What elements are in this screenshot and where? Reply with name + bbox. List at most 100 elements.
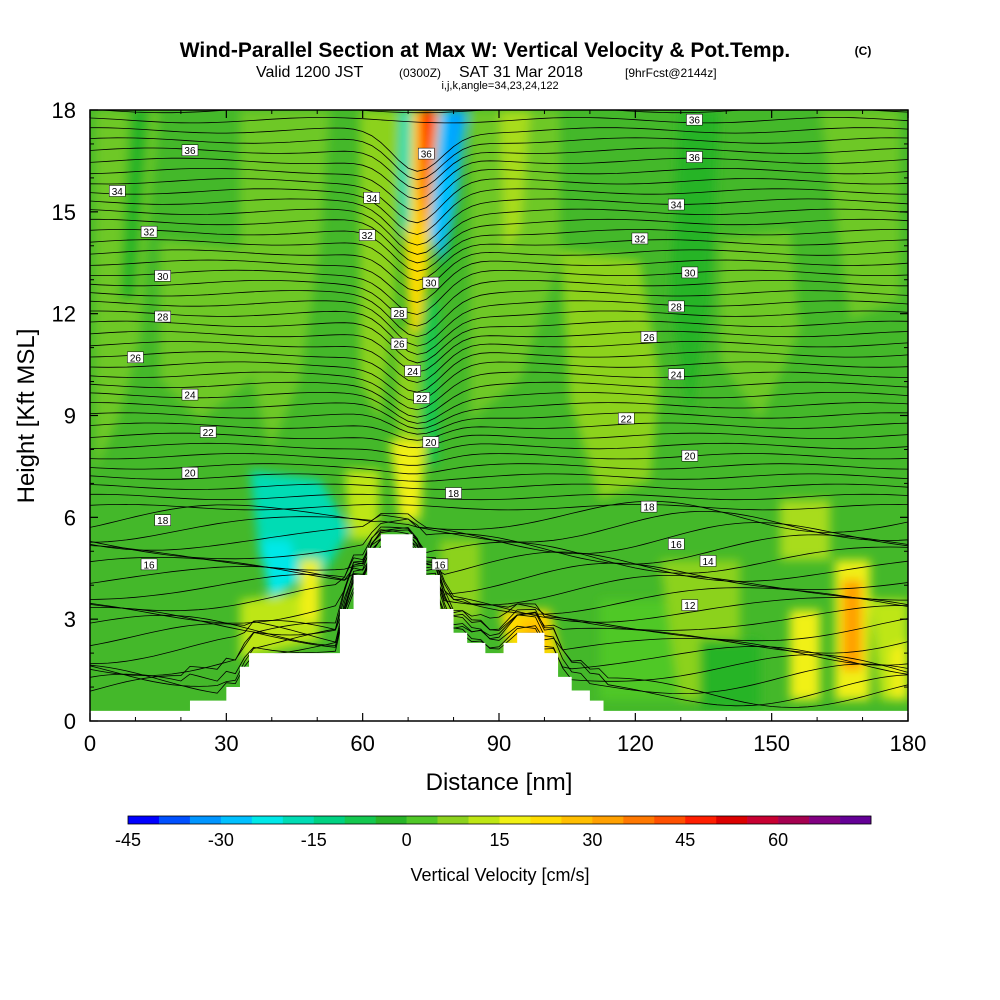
isentrope-line [90,381,908,418]
isentrope-line [90,198,908,246]
contour-label-text: 24 [184,391,196,402]
isentrope-line [90,538,908,606]
contour-label-box [154,310,171,323]
y-tick-label: 6 [64,505,76,530]
isentrope-line [90,549,908,666]
contour-label-box [631,232,649,245]
isentrope-line [90,432,908,449]
contour-label: 32 [358,229,376,242]
isentrope-line [90,549,908,595]
colorbar-swatch [654,816,686,824]
isentrope-line [90,127,908,172]
contour-label-text: 32 [144,228,156,239]
contour-label-box [390,337,408,350]
isentrope-line [90,533,908,574]
contour-label-box [181,388,199,401]
contour-label-box [404,365,421,377]
contour-label-text: 26 [393,340,405,351]
isentrope-line [90,463,908,475]
contour-label-text: 34 [112,187,124,198]
contour-label-text: 22 [416,394,428,405]
contour-label: 36 [181,144,199,157]
isentrope-line [90,168,908,212]
isentrope-line [90,518,908,565]
contour-label-text: 18 [448,489,460,500]
colorbar-frame [127,815,872,825]
colorbar-tick-label: -15 [301,830,327,850]
contour-label-box [390,307,408,319]
colorbar-swatch [189,816,222,824]
y-tick-label: 12 [52,302,76,327]
isentrope-line [90,341,908,383]
contour-label: 32 [140,225,158,239]
isentrope-line [90,351,908,393]
isentrope-line [90,529,908,615]
contour-label-box [445,487,462,499]
colorbar-tick-label: -45 [115,830,141,850]
contour-label: 26 [640,331,658,344]
isentrope-line [90,300,908,347]
contour-label-box [667,538,685,550]
contour-labels: 36 36 36 36 34 34 34 32 32 32 30 30 30 28 28 28 26 26 26 24… [109,113,717,612]
isentrope-line [90,529,908,624]
colorbar-swatch [685,816,717,824]
contour-label: 26 [390,337,408,351]
contour-label-box [358,229,376,241]
x-tick-label: 120 [617,731,654,756]
contour-label-text: 16 [144,560,156,571]
contour-label-text: 20 [184,469,196,480]
colorbar-swatch [747,816,779,824]
isentrope-line [90,290,908,338]
isentrope-line [90,371,908,411]
x-tick-label: 60 [350,731,374,756]
x-axis: 0 30 60 90 120 150 180 [84,110,926,756]
isentrope-line [90,483,908,490]
colorbar-tick-label: 45 [675,830,695,850]
isentrope-line [90,259,908,303]
contour-label-text: 22 [203,428,215,439]
y-tick-label: 3 [64,607,76,632]
isentrope-line [90,208,908,255]
contour-label-box [681,599,699,611]
contour-label: 24 [404,365,421,378]
y-axis-title: Height [Kft MSL] [13,329,40,504]
isentrope-line [90,391,908,424]
contour-label-text: 34 [671,201,683,212]
x-tick-label: 30 [214,731,238,756]
contour-label: 12 [681,599,699,612]
contour-label-text: 12 [684,601,696,612]
contour-label-text: 20 [425,438,437,449]
colorbar-tick-label: 0 [402,830,412,850]
valid-zulu: (0300Z) [399,66,441,80]
isentrope-line [90,503,908,511]
colorbar-title: Vertical Velocity [cm/s] [410,865,589,885]
contour-label-box [181,144,199,156]
contour-label-box [140,225,158,238]
contour-label-text: 36 [421,150,433,161]
colorbar-swatch [282,816,315,824]
y-tick-label: 9 [64,404,76,429]
colorbar-swatch [406,816,438,824]
contour-label-box [667,300,685,313]
isentrope-line [90,422,908,441]
isentrope-line [90,310,908,355]
copyright-mark: (C) [855,44,872,58]
y-tick-label: 15 [52,200,76,225]
contour-label-text: 28 [671,302,683,313]
contour-label-box [667,198,685,211]
terrain-mask [90,534,908,721]
isentrope-line [90,537,908,708]
isentrope-line [90,453,908,466]
x-tick-label: 150 [753,731,790,756]
contour-label: 20 [181,466,199,480]
isentrope-line [90,533,908,707]
contour-label: 16 [431,558,449,571]
colorbar-swatch [158,816,191,824]
contour-label: 28 [390,307,408,320]
isentrope-line [90,117,908,124]
contour-label-box [418,147,435,160]
contour-label-box [699,555,717,567]
contour-label-box [413,392,430,404]
contour-label-box [617,412,635,425]
